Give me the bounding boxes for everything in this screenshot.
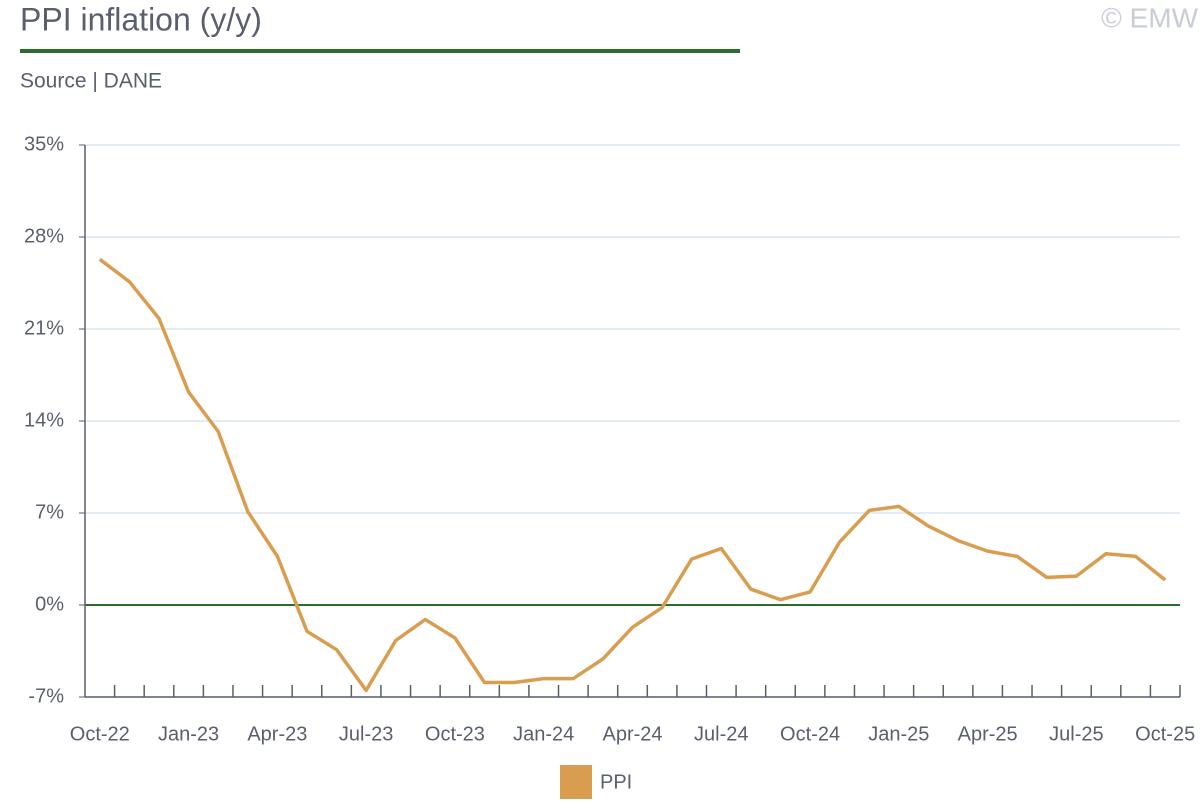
legend-label: PPI: [600, 771, 632, 793]
y-tick-label: 14%: [24, 409, 64, 431]
x-tick-label: Jan-24: [513, 723, 574, 745]
x-tick-label: Jan-25: [868, 723, 929, 745]
x-tick-label: Jul-25: [1049, 723, 1103, 745]
y-tick-label: 21%: [24, 317, 64, 339]
x-tick-label: Oct-25: [1135, 723, 1195, 745]
y-tick-label: 35%: [24, 133, 64, 155]
y-tick-label: -7%: [28, 685, 64, 707]
chart-subtitle: Source | DANE: [20, 70, 162, 93]
x-tick-label: Apr-23: [247, 723, 307, 745]
line: [98, 257, 1167, 693]
x-tick-label: Apr-25: [958, 723, 1018, 745]
chart-title: PPI inflation (y/y): [20, 1, 262, 37]
watermark: © EMW: [1101, 2, 1198, 33]
y-tick-label: 7%: [35, 501, 64, 523]
x-tick-label: Apr-24: [602, 723, 662, 745]
y-tick-label: 0%: [35, 593, 64, 615]
x-tick-label: Jul-24: [694, 723, 748, 745]
x-tick-label: Jul-23: [339, 723, 393, 745]
x-tick-label: Oct-22: [70, 723, 130, 745]
legend-swatch: [560, 765, 592, 799]
x-tick-label: Oct-24: [780, 723, 840, 745]
y-tick-label: 28%: [24, 225, 64, 247]
x-tick-label: Jan-23: [158, 723, 219, 745]
x-tick-label: Oct-23: [425, 723, 485, 745]
